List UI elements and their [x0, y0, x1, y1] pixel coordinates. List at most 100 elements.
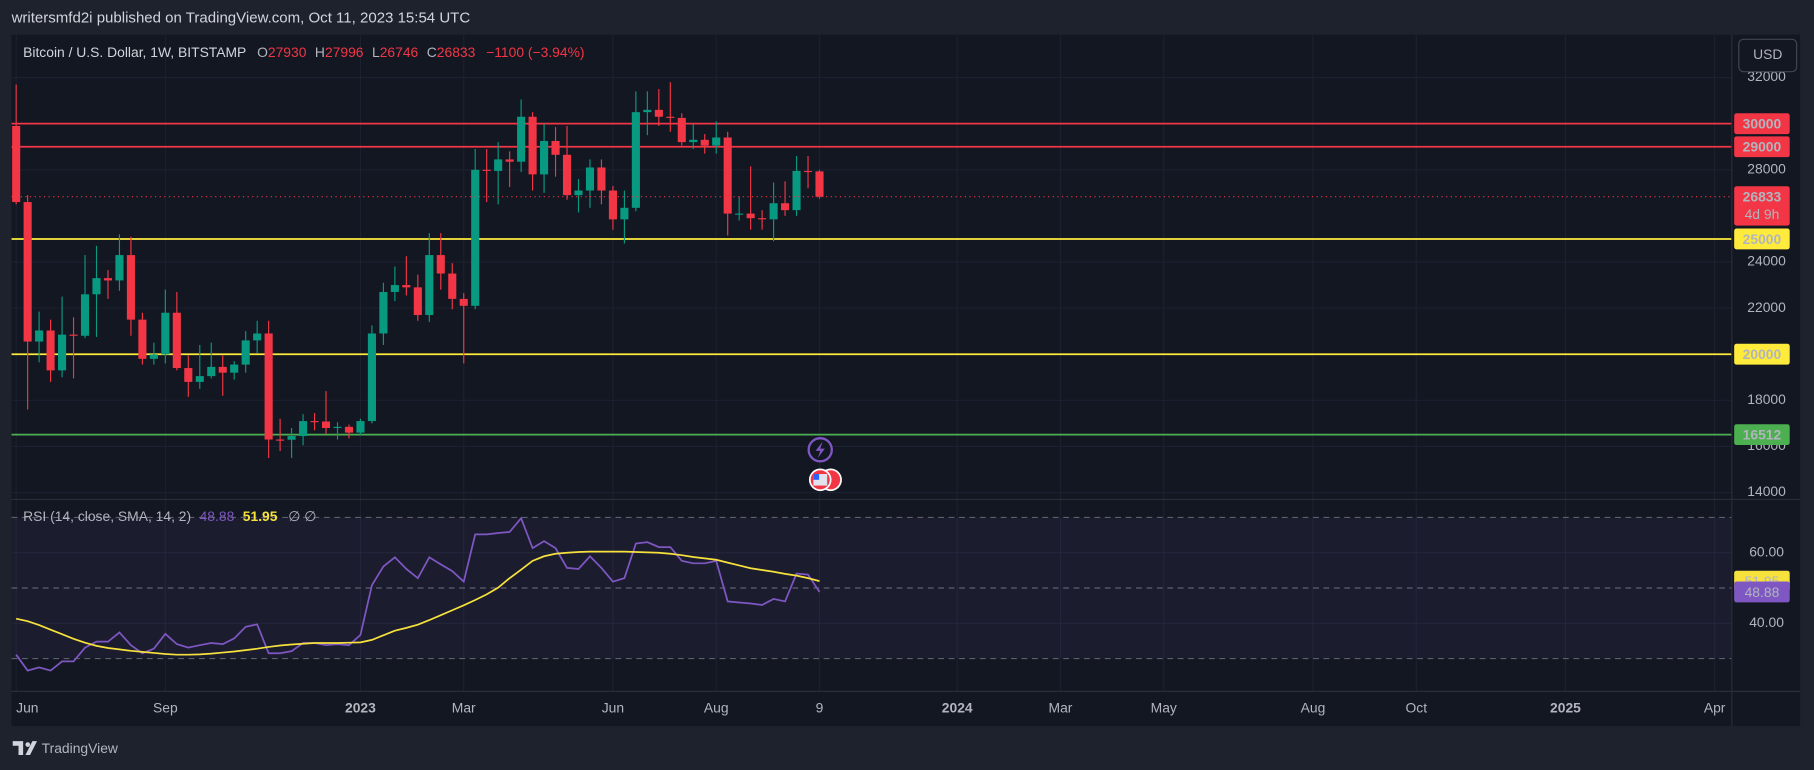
candle-body — [436, 255, 445, 274]
candle-body — [735, 213, 744, 215]
flag — [813, 474, 828, 486]
indicator-line — [15, 516, 821, 672]
candle-body — [643, 109, 652, 113]
candle-body — [321, 421, 331, 428]
countdown: 4d 9h — [1745, 206, 1780, 222]
candle-body — [207, 366, 216, 377]
x-tick-label: Sep — [153, 699, 178, 715]
candle-body — [390, 285, 399, 292]
candle-body — [482, 169, 491, 171]
lightning — [815, 441, 825, 458]
y-tick-label: 24000 — [1747, 253, 1786, 269]
brand-logo — [12, 741, 38, 755]
rsi-band — [11, 517, 1732, 659]
level-label: 20000 — [1743, 346, 1782, 362]
candle-body — [367, 333, 376, 422]
candle-body — [471, 169, 480, 306]
candle-body — [230, 364, 239, 373]
level-label: 30000 — [1743, 115, 1782, 131]
candle-body — [35, 330, 44, 342]
x-tick-label: Aug — [1301, 699, 1326, 715]
candle-body — [276, 439, 285, 441]
ohlc-prefix: O — [257, 44, 268, 60]
logo-dot — [25, 742, 31, 747]
candle-body — [356, 421, 365, 433]
sma-value: 51.95 — [243, 507, 278, 523]
logo — [12, 741, 38, 755]
candle-body — [585, 167, 595, 191]
candle-body — [769, 203, 778, 220]
candle-body — [344, 426, 354, 433]
rsi-legend: RSI (14, close, SMA, 14, 2) 48.88 51.95 … — [23, 507, 316, 523]
y-tick-label: 18000 — [1747, 391, 1786, 407]
high-value: 27996 — [325, 44, 364, 60]
x-tick-label: May — [1151, 699, 1177, 715]
candle-body — [23, 202, 32, 342]
candle-body — [620, 207, 629, 220]
rsi-suffix: ∅ ∅ — [288, 507, 316, 523]
candle-body — [69, 334, 78, 336]
value-label-bg — [1734, 581, 1790, 603]
candle-body — [126, 255, 135, 320]
candle-body — [654, 109, 663, 117]
rsi-value: 48.88 — [200, 507, 235, 523]
candle-body — [103, 278, 113, 281]
candle-body — [505, 159, 514, 162]
candle-body — [138, 319, 147, 359]
level-label-bg — [1734, 113, 1790, 135]
candle-body — [241, 340, 250, 365]
candle-body — [700, 139, 709, 146]
value-label: 48.88 — [1745, 584, 1780, 600]
candle-body — [528, 116, 537, 175]
candle-body — [172, 312, 181, 369]
currency-label[interactable]: USD — [1753, 46, 1782, 62]
x-tick-label: Apr — [1704, 699, 1726, 715]
candle-body — [631, 112, 640, 208]
x-tick-label: Aug — [704, 699, 729, 715]
candle-body — [92, 278, 101, 295]
x-tick-label: Mar — [1049, 699, 1073, 715]
x-tick-label: Jun — [602, 699, 624, 715]
candle-body — [161, 312, 170, 355]
brand: TradingView — [42, 740, 119, 756]
x-tick-label: Mar — [452, 699, 476, 715]
indicator-line — [15, 550, 820, 656]
candle-body — [253, 333, 262, 341]
symbol-title: Bitcoin / U.S. Dollar, 1W, BITSTAMP — [23, 44, 246, 60]
ohlc-prefix: L — [372, 44, 380, 60]
axes: Jun Sep 2023 Mar Jun Aug 9 2024 Mar May Aug Oct 2025… — [16, 68, 1790, 715]
candle-body — [459, 298, 468, 306]
x-tick-label: 9 — [816, 699, 824, 715]
candle-body — [402, 285, 411, 288]
candle-body — [12, 125, 21, 203]
candle-body — [264, 333, 273, 440]
candle-body — [792, 170, 801, 211]
candle-body — [310, 421, 319, 423]
candle-body — [562, 154, 572, 196]
y-tick-label: 22000 — [1747, 299, 1786, 315]
candle-body — [115, 255, 124, 281]
level-label-bg — [1734, 136, 1790, 158]
candle-body — [677, 117, 686, 143]
level-label: 25000 — [1743, 231, 1782, 247]
chart-area — [11, 34, 1801, 727]
candle-body — [608, 190, 617, 220]
event-icons — [807, 437, 842, 492]
level-label-bg — [1734, 343, 1790, 365]
flag-canton — [813, 474, 820, 480]
candle-body — [287, 436, 296, 440]
y-tick-label: 60.00 — [1749, 543, 1784, 559]
chart-legend: Bitcoin / U.S. Dollar, 1W, BITSTAMP O 279… — [23, 44, 584, 60]
candle-body — [494, 159, 503, 171]
level-label-bg — [1734, 228, 1790, 250]
candle-body — [299, 421, 308, 437]
close-value: 26833 — [437, 44, 476, 60]
candle-body — [149, 354, 158, 359]
change: −1100 (−3.94%) — [486, 44, 584, 60]
currency-button[interactable] — [1738, 38, 1798, 73]
candle-body — [425, 255, 434, 316]
candle-body — [746, 213, 755, 219]
candle-body — [551, 140, 560, 155]
plot — [11, 82, 1732, 672]
